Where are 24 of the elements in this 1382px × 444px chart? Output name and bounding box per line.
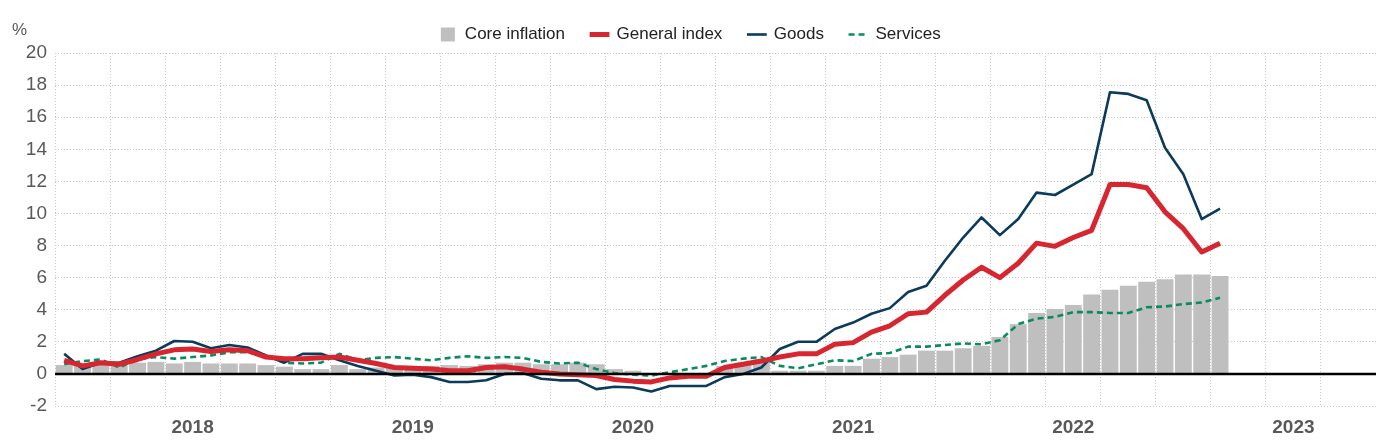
x-tick-label: 2019: [391, 415, 434, 437]
x-tick-label: 2018: [171, 415, 214, 437]
y-tick-label: 6: [36, 265, 47, 287]
x-tick-label: 2021: [831, 415, 875, 437]
y-tick-label: 4: [36, 297, 48, 319]
y-tick-label: 0: [36, 362, 47, 384]
x-tick-label: 2022: [1052, 415, 1095, 437]
line-series: [62, 296, 1222, 377]
y-tick-label: -2: [30, 394, 47, 416]
y-tick-label: 16: [25, 105, 47, 127]
y-tick-label: 20: [25, 41, 47, 63]
y-tick-label: 10: [25, 201, 47, 223]
legend-label: Core inflation: [464, 24, 566, 44]
y-tick-label: 2: [36, 330, 47, 352]
y-axis-title: %: [12, 20, 28, 40]
y-tick-label: 12: [25, 169, 47, 191]
x-tick-label: 2020: [611, 415, 655, 437]
x-tick-label: 2023: [1272, 415, 1315, 437]
legend-label: General index: [616, 24, 723, 44]
y-tick-label: 8: [36, 233, 47, 255]
y-tick-label: 14: [25, 137, 48, 159]
legend-label: Goods: [773, 24, 824, 44]
y-tick-label: 18: [25, 73, 47, 95]
legend-label: Services: [875, 24, 941, 44]
